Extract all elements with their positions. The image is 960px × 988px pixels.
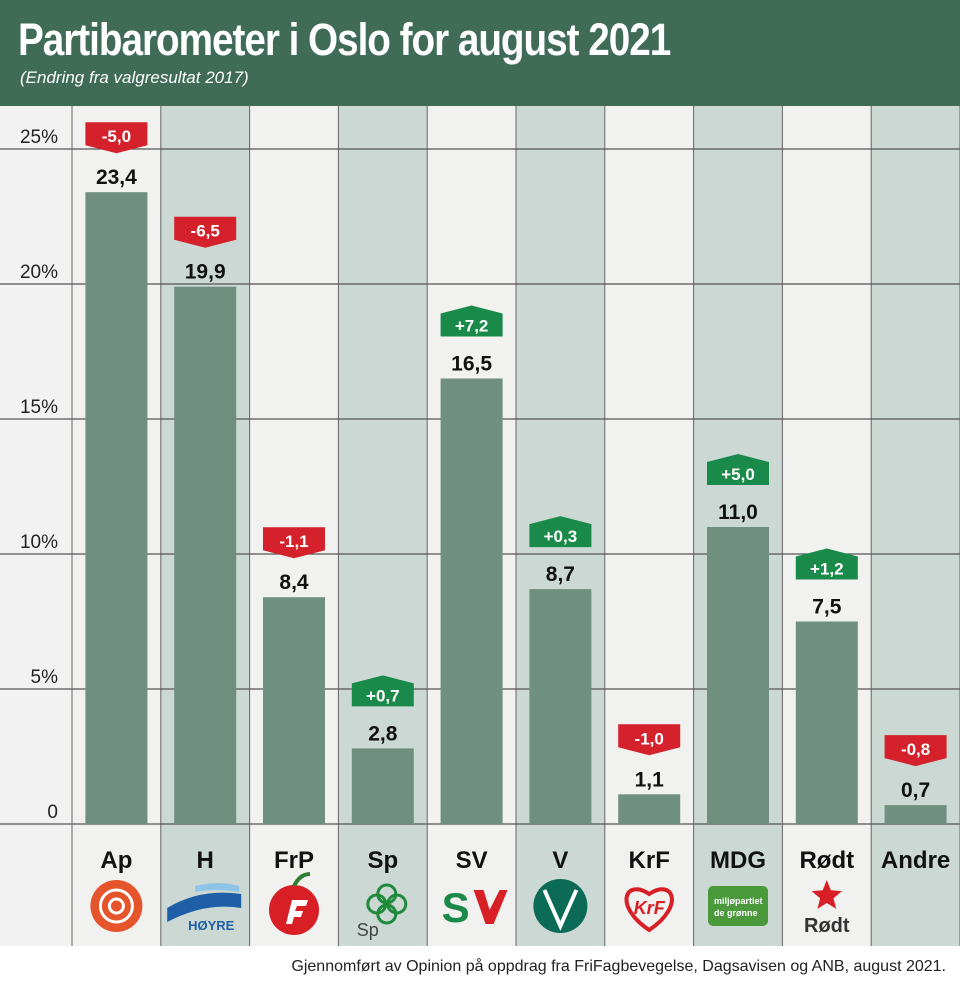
bar-Sp bbox=[351, 748, 414, 824]
bar-Rødt bbox=[795, 621, 858, 824]
value-label-Sp: 2,8 bbox=[368, 722, 398, 745]
change-badge-Sp bbox=[351, 675, 414, 707]
bar-FrP bbox=[263, 597, 325, 824]
sv-logo-text: S bbox=[442, 884, 470, 931]
chart-subtitle: (Endring fra valgresultat 2017) bbox=[20, 68, 249, 87]
rodt-logo-text: Rødt bbox=[804, 915, 850, 937]
venstre-v-icon bbox=[533, 879, 588, 933]
header-banner: Partibarometer i Oslo for august 2021 (E… bbox=[0, 0, 960, 106]
bar-H bbox=[174, 286, 237, 824]
value-label-FrP: 8,4 bbox=[279, 571, 309, 594]
value-label-V: 8,7 bbox=[546, 563, 575, 586]
mdg-leaf-icon: miljøpartiet de grønne bbox=[708, 886, 768, 926]
y-tick-label: 5% bbox=[31, 667, 59, 688]
change-badge-Ap bbox=[85, 122, 148, 154]
change-badge-SV bbox=[440, 305, 503, 337]
hoyre-logo-text: HØYRE bbox=[188, 918, 235, 933]
party-label-Rødt: Rødt bbox=[799, 847, 854, 874]
change-label-SV: +7,2 bbox=[455, 317, 489, 336]
sp-logo-text: Sp bbox=[357, 920, 379, 940]
chart-title: Partibarometer i Oslo for august 2021 bbox=[18, 14, 671, 65]
red-star-icon: Rødt bbox=[804, 880, 850, 937]
change-label-Rødt: +1,2 bbox=[810, 560, 844, 579]
party-label-MDG: MDG bbox=[710, 847, 766, 874]
party-label-V: V bbox=[552, 847, 568, 874]
value-label-H: 19,9 bbox=[185, 261, 226, 284]
party-label-FrP: FrP bbox=[274, 847, 314, 874]
change-label-KrF: -1,0 bbox=[635, 729, 664, 748]
change-badge-KrF bbox=[618, 724, 681, 756]
bar-chart: 0 5% 10% 15% 20% 25% 23,4 -5,0 Ap 19,9 -6,5 H 8,4 -1,… bbox=[0, 106, 960, 946]
party-label-SV: SV bbox=[456, 847, 488, 874]
bar-KrF bbox=[618, 794, 681, 824]
change-label-FrP: -1,1 bbox=[279, 532, 308, 551]
hoyre-wave-icon: HØYRE bbox=[167, 883, 242, 933]
value-label-KrF: 1,1 bbox=[635, 768, 665, 791]
bar-V bbox=[529, 589, 592, 824]
party-label-H: H bbox=[197, 847, 214, 874]
clover-icon: Sp bbox=[357, 883, 408, 940]
change-badge-Rødt bbox=[795, 548, 858, 580]
source-note: Gjennomført av Opinion på oppdrag fra Fr… bbox=[291, 958, 946, 975]
apple-icon bbox=[269, 872, 319, 935]
value-label-MDG: 11,0 bbox=[718, 501, 758, 524]
party-label-Ap: Ap bbox=[100, 847, 132, 874]
mdg-logo-text: miljøpartiet bbox=[714, 896, 763, 906]
change-badge-H bbox=[174, 216, 237, 248]
value-label-Andre: 0,7 bbox=[901, 779, 930, 802]
change-badge-FrP bbox=[263, 527, 325, 559]
heart-icon: KrF bbox=[624, 887, 674, 933]
y-tick-label: 0 bbox=[47, 802, 58, 823]
change-badge-MDG bbox=[707, 454, 769, 485]
change-label-MDG: +5,0 bbox=[721, 465, 755, 484]
change-label-Andre: -0,8 bbox=[901, 740, 930, 759]
change-label-Ap: -5,0 bbox=[102, 127, 131, 146]
mdg-logo-text-2: de grønne bbox=[714, 908, 758, 918]
footer: Gjennomført av Opinion på oppdrag fra Fr… bbox=[0, 946, 960, 988]
rose-icon bbox=[90, 880, 143, 932]
y-tick-label: 25% bbox=[20, 127, 58, 148]
value-label-SV: 16,5 bbox=[451, 353, 492, 376]
krf-logo-text: KrF bbox=[634, 898, 666, 918]
value-label-Rødt: 7,5 bbox=[812, 596, 842, 619]
change-label-Sp: +0,7 bbox=[366, 686, 400, 705]
value-label-Ap: 23,4 bbox=[96, 166, 137, 189]
change-label-H: -6,5 bbox=[191, 222, 220, 241]
y-tick-label: 15% bbox=[20, 397, 58, 418]
bar-SV bbox=[440, 378, 503, 824]
y-tick-label: 10% bbox=[20, 532, 58, 553]
y-tick-label: 20% bbox=[20, 262, 58, 283]
change-badge-Andre bbox=[884, 735, 947, 767]
bar-MDG bbox=[707, 527, 769, 824]
change-badge-V bbox=[529, 516, 592, 548]
party-label-Andre: Andre bbox=[881, 847, 950, 874]
party-label-Sp: Sp bbox=[367, 847, 398, 874]
sv-logo-icon: S bbox=[442, 884, 508, 931]
bar-Andre bbox=[884, 805, 947, 824]
bar-Ap bbox=[85, 192, 148, 824]
party-label-KrF: KrF bbox=[629, 847, 670, 874]
change-label-V: +0,3 bbox=[544, 527, 578, 546]
